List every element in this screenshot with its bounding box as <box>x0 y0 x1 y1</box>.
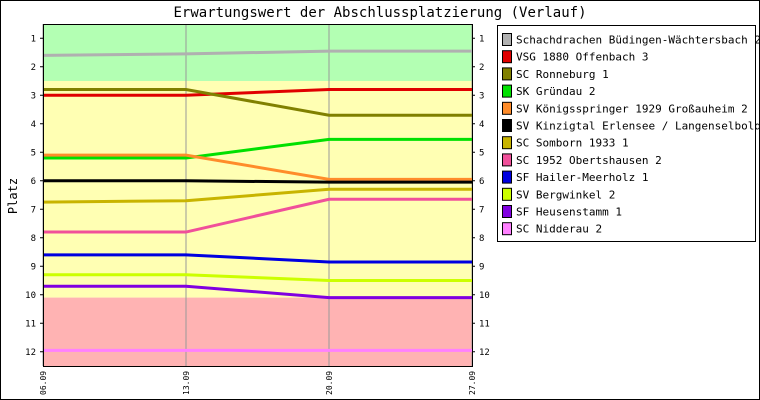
legend: Schachdrachen Büdingen-Wächtersbach 2 VSG… <box>497 25 760 242</box>
legend-swatch <box>502 67 512 81</box>
series-line-8 <box>43 253 472 264</box>
legend-swatch <box>502 170 512 184</box>
zone-2 <box>43 297 472 366</box>
y-tick-label: 1 <box>31 34 36 44</box>
y-tick-label: 5 <box>31 148 36 158</box>
y-tick-label-right: 2 <box>479 63 484 73</box>
series-line-6 <box>42 187 472 204</box>
y-tick-label-right: 6 <box>479 177 484 187</box>
y-tick-label-right: 12 <box>479 348 490 358</box>
legend-entry: SF Heusenstamm 1 <box>516 206 622 219</box>
y-tick-label-right: 1 <box>479 34 484 44</box>
legend-swatch <box>502 84 512 98</box>
legend-swatch <box>502 101 512 115</box>
y-tick-label-right: 8 <box>479 234 484 244</box>
plot-frame <box>43 24 473 367</box>
y-tick-label: 2 <box>31 63 36 73</box>
legend-swatch <box>502 136 512 150</box>
legend-swatch <box>502 33 512 46</box>
y-tick-label-right: 7 <box>479 205 484 215</box>
series-line-0 <box>42 49 472 57</box>
legend-entry: SV Königsspringer 1929 Großauheim 2 <box>516 102 748 115</box>
y-tick-label: 12 <box>25 348 36 358</box>
series-line-7 <box>43 197 472 234</box>
legend-entry: SC Nidderau 2 <box>516 223 602 236</box>
legend-entry: SK Gründau 2 <box>516 85 595 98</box>
legend-entry: SC 1952 Obertshausen 2 <box>516 154 662 167</box>
legend-entry: SV Kinzigtal Erlensee / Langenselbold 2 <box>516 120 760 133</box>
x-tick-label: 13.09 <box>182 371 191 395</box>
y-tick-label: 11 <box>25 319 36 329</box>
y-tick-label-right: 5 <box>479 148 484 158</box>
y-tick-label: 8 <box>31 234 36 244</box>
y-tick-label: 4 <box>31 120 36 130</box>
legend-entry: SV Bergwinkel 2 <box>516 188 615 201</box>
chart-title: Erwartungswert der Abschlussplatzierung … <box>173 5 586 21</box>
y-tick-label: 6 <box>31 177 36 187</box>
y-axis-label: Platz <box>6 178 20 214</box>
y-tick-label-right: 9 <box>479 262 484 272</box>
y-tick-label: 9 <box>31 262 36 272</box>
series-line-3 <box>43 137 472 160</box>
legend-entry: SC Somborn 1933 1 <box>516 137 629 150</box>
series-line-2 <box>43 88 472 117</box>
legend-entry: SC Ronneburg 1 <box>516 68 609 81</box>
series-line-5 <box>43 179 472 184</box>
y-tick-label: 3 <box>31 91 36 101</box>
legend-entry: VSG 1880 Offenbach 3 <box>516 51 648 64</box>
series-lines <box>42 49 472 352</box>
legend-entry: SF Hailer-Meerholz 1 <box>516 171 648 184</box>
legend-swatch <box>502 187 512 201</box>
series-line-1 <box>43 88 472 97</box>
x-tick-label: 20.09 <box>325 371 334 395</box>
legend-swatch <box>502 205 512 218</box>
x-tick-labels: 06.09 13.09 20.09 27.09 <box>39 371 477 395</box>
legend-box <box>497 25 756 242</box>
x-tick-label: 27.09 <box>468 371 477 395</box>
x-tick-label: 06.09 <box>39 371 48 395</box>
legend-swatch <box>502 153 512 167</box>
y-tick-label: 10 <box>25 291 36 301</box>
series-line-9 <box>43 273 472 282</box>
y-tick-label-right: 11 <box>479 319 490 329</box>
y-tick-label-right: 4 <box>479 120 484 130</box>
y-tick-label-right: 3 <box>479 91 484 101</box>
series-line-4 <box>43 153 472 181</box>
legend-swatch <box>502 119 512 132</box>
y-tick-label-right: 10 <box>479 291 490 301</box>
y-tick-label: 7 <box>31 205 36 215</box>
legend-swatch <box>502 50 512 64</box>
series-line-10 <box>43 284 472 300</box>
legend-swatch <box>502 222 512 236</box>
legend-entry: Schachdrachen Büdingen-Wächtersbach 2 <box>516 34 760 47</box>
